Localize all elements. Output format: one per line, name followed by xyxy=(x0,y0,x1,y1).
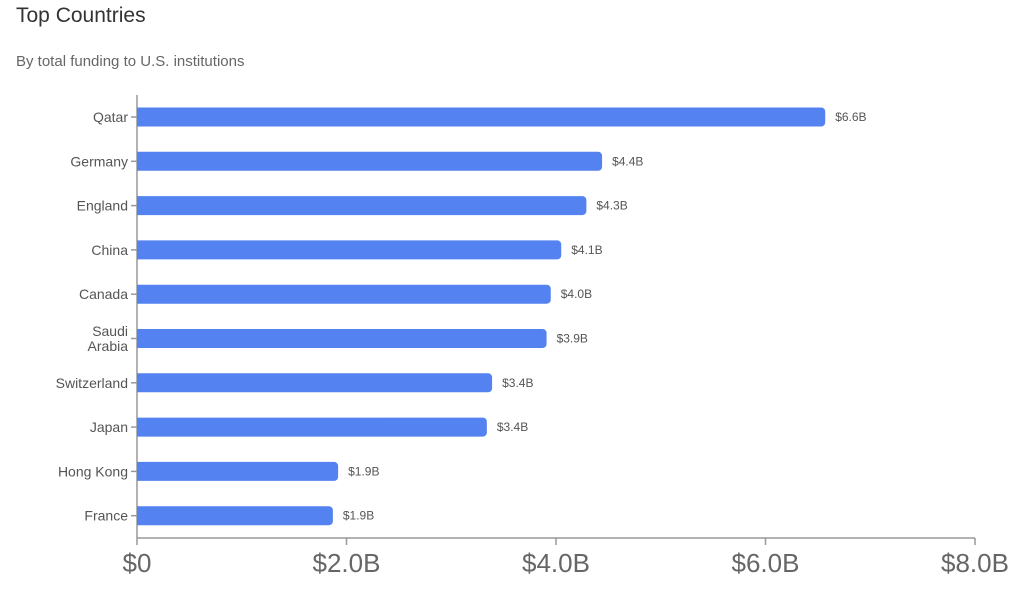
y-tick-label: Switzerland xyxy=(56,375,128,391)
value-label: $6.6B xyxy=(835,110,866,124)
y-tick-label: Saudi xyxy=(92,323,128,339)
value-label: $4.4B xyxy=(612,154,643,168)
x-tick-label: $0 xyxy=(123,548,152,578)
x-tick-label: $2.0B xyxy=(313,548,381,578)
y-tick-label: Arabia xyxy=(88,338,129,354)
bar-qatar xyxy=(137,107,826,127)
bar-china xyxy=(137,240,562,260)
y-tick-label: Japan xyxy=(90,419,128,435)
bar-canada xyxy=(137,284,551,304)
value-label: $4.3B xyxy=(596,199,627,213)
value-label: $3.4B xyxy=(502,376,533,390)
chart-subtitle: By total funding to U.S. institutions xyxy=(16,53,245,70)
bar-hong-kong xyxy=(137,461,339,481)
value-label: $3.9B xyxy=(557,332,588,346)
value-label: $1.9B xyxy=(348,464,379,478)
y-tick-label: England xyxy=(77,198,128,214)
bar-switzerland xyxy=(137,373,493,393)
chart-title: Top Countries xyxy=(16,4,146,27)
bar-saudi-arabia xyxy=(137,329,547,348)
x-tick-label: $8.0B xyxy=(941,548,1009,578)
y-tick-label: China xyxy=(91,242,128,258)
y-tick-label: Canada xyxy=(79,286,128,302)
y-tick-label: Germany xyxy=(70,153,128,169)
bar-england xyxy=(137,196,587,216)
x-tick-label: $6.0B xyxy=(732,548,800,578)
y-tick-label: France xyxy=(84,508,128,524)
bar-germany xyxy=(136,151,603,171)
value-label: $4.1B xyxy=(571,243,602,257)
bar-japan xyxy=(137,417,487,437)
y-tick-label: Hong Kong xyxy=(58,463,128,479)
x-tick-label: $4.0B xyxy=(522,548,590,578)
value-label: $4.0B xyxy=(561,287,592,301)
y-tick-label: Qatar xyxy=(93,109,128,125)
bar-france xyxy=(137,506,333,526)
value-label: $1.9B xyxy=(343,509,374,523)
value-label: $3.4B xyxy=(497,420,528,434)
